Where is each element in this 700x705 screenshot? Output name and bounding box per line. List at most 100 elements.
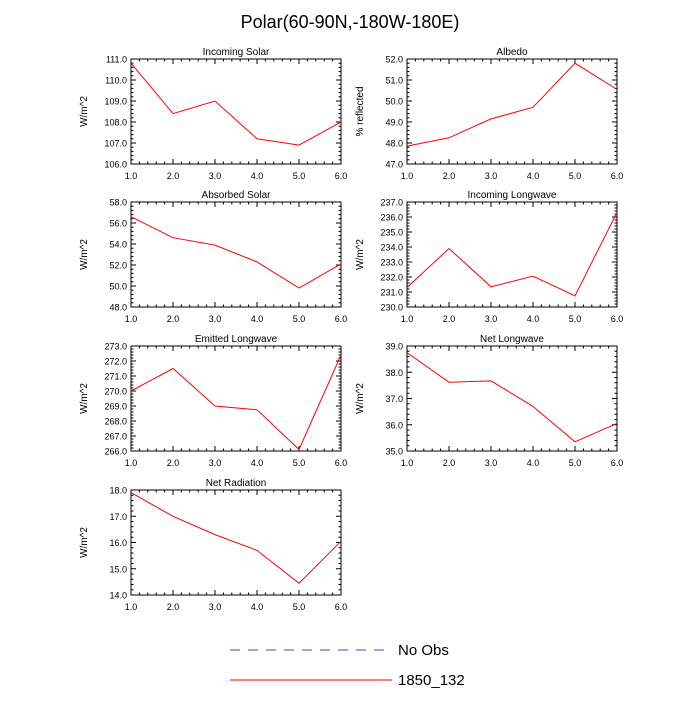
y-tick-label: 107.0 (104, 139, 127, 149)
y-tick-label: 48.0 (109, 303, 127, 313)
x-tick-label: 3.0 (485, 458, 498, 468)
x-tick-label: 3.0 (485, 171, 498, 181)
y-tick-label: 233.0 (380, 258, 403, 268)
x-tick-label: 5.0 (569, 171, 582, 181)
y-tick-label: 269.0 (104, 402, 127, 412)
x-tick-label: 3.0 (209, 314, 222, 324)
panel-net-radiation: Net Radiation W/m^2 1.0 2.0 3.0 4.0 5.0 6.0 14.0… (79, 478, 347, 612)
y-tick-label: 47.0 (385, 160, 403, 170)
y-tick-label: 18.0 (109, 486, 127, 496)
series-line-net-radiation (130, 492, 342, 584)
x-tick-label: 2.0 (443, 314, 456, 324)
x-tick-label: 6.0 (335, 314, 348, 324)
panel-frame-incoming-solar (130, 58, 342, 165)
panel-title-incoming-longwave: Incoming Longwave (468, 190, 557, 201)
panel-incoming-longwave: Incoming Longwave W/m^2 1.0 2.0 3.0 4.0 5.0 6.0… (355, 190, 623, 324)
x-tick-label: 6.0 (611, 458, 624, 468)
x-tick-label: 5.0 (569, 314, 582, 324)
x-tick-label: 6.0 (611, 314, 624, 324)
y-tick-label: 52.0 (109, 261, 127, 271)
y-tick-label: 230.0 (380, 303, 403, 313)
y-tick-label: 273.0 (104, 342, 127, 352)
panel-ylabel-albedo: % reflected (355, 86, 366, 136)
y-tick-label: 14.0 (109, 591, 127, 601)
panel-ylabel-incoming-solar: W/m^2 (79, 96, 90, 127)
y-tick-label: 15.0 (109, 564, 127, 574)
y-tick-label: 35.0 (385, 447, 403, 457)
y-tick-label: 16.0 (109, 538, 127, 548)
panel-title-net-radiation: Net Radiation (206, 478, 267, 489)
y-tick-label: 39.0 (385, 342, 403, 352)
x-tick-label: 3.0 (209, 458, 222, 468)
x-tick-label: 4.0 (527, 458, 540, 468)
panel-emitted-longwave: Emitted Longwave W/m^2 1.0 2.0 3.0 4.0 5.0 6.0 2… (79, 334, 347, 468)
x-tick-label: 3.0 (209, 171, 222, 181)
x-tick-label: 4.0 (251, 458, 264, 468)
y-tick-label: 52.0 (385, 55, 403, 65)
y-tick-label: 49.0 (385, 118, 403, 128)
x-tick-label: 3.0 (209, 602, 222, 612)
x-tick-label: 4.0 (251, 314, 264, 324)
legend: No Obs 1850_132 (230, 642, 465, 689)
panel-title-absorbed-solar: Absorbed Solar (202, 190, 272, 201)
x-tick-label: 5.0 (293, 458, 306, 468)
x-tick-label: 6.0 (611, 171, 624, 181)
x-tick-label: 5.0 (293, 602, 306, 612)
legend-label-no-obs: No Obs (398, 642, 449, 659)
x-tick-label: 2.0 (443, 171, 456, 181)
series-line-albedo (406, 62, 618, 147)
x-tick-label: 6.0 (335, 602, 348, 612)
y-tick-label: 108.0 (104, 118, 127, 128)
x-tick-label: 1.0 (401, 458, 414, 468)
panel-frame-albedo (406, 58, 618, 165)
x-tick-label: 2.0 (167, 602, 180, 612)
panel-albedo: Albedo % reflected 1.0 2.0 3.0 4.0 5.0 6.0 47.0 4… (355, 47, 623, 181)
x-tick-label: 5.0 (569, 458, 582, 468)
panel-incoming-solar: Incoming Solar W/m^2 1.0 2.0 3.0 4.0 5.0 6.0 106… (79, 47, 347, 181)
y-tick-label: 106.0 (104, 160, 127, 170)
x-tick-label: 2.0 (167, 171, 180, 181)
y-tick-label: 235.0 (380, 228, 403, 238)
x-tick-label: 1.0 (125, 602, 138, 612)
y-tick-label: 56.0 (109, 219, 127, 229)
y-tick-label: 109.0 (104, 97, 127, 107)
x-tick-label: 2.0 (167, 314, 180, 324)
x-tick-label: 4.0 (251, 171, 264, 181)
y-tick-label: 17.0 (109, 512, 127, 522)
panel-title-emitted-longwave: Emitted Longwave (195, 334, 278, 345)
y-tick-label: 50.0 (385, 97, 403, 107)
x-tick-label: 2.0 (443, 458, 456, 468)
x-tick-label: 4.0 (527, 171, 540, 181)
panel-frame-emitted-longwave (130, 345, 342, 452)
panel-ylabel-net-longwave: W/m^2 (355, 383, 366, 414)
x-tick-label: 4.0 (527, 314, 540, 324)
panel-frame-absorbed-solar (130, 201, 342, 308)
x-tick-label: 2.0 (167, 458, 180, 468)
panel-frame-incoming-longwave (406, 201, 618, 308)
x-tick-label: 5.0 (293, 171, 306, 181)
x-tick-label: 4.0 (251, 602, 264, 612)
panel-title-albedo: Albedo (496, 47, 528, 58)
y-tick-label: 110.0 (105, 76, 127, 86)
series-line-emitted-longwave (130, 354, 342, 451)
panel-ylabel-absorbed-solar: W/m^2 (79, 239, 90, 270)
y-tick-label: 237.0 (380, 198, 403, 208)
y-tick-label: 36.0 (385, 420, 403, 430)
x-tick-label: 1.0 (401, 171, 414, 181)
panel-title-incoming-solar: Incoming Solar (203, 47, 270, 58)
y-tick-label: 50.0 (109, 282, 127, 292)
y-tick-label: 38.0 (385, 368, 403, 378)
panel-frame-net-longwave (406, 345, 618, 452)
figure-title: Polar(60-90N,-180W-180E) (241, 12, 460, 32)
x-tick-label: 1.0 (125, 458, 138, 468)
y-tick-label: 234.0 (380, 243, 403, 253)
y-tick-label: 37.0 (385, 394, 403, 404)
legend-label-1850-132: 1850_132 (398, 672, 465, 689)
panel-title-net-longwave: Net Longwave (480, 334, 544, 345)
y-tick-label: 58.0 (109, 198, 127, 208)
panel-ylabel-emitted-longwave: W/m^2 (79, 383, 90, 414)
y-tick-label: 231.0 (380, 288, 403, 298)
x-tick-label: 1.0 (125, 171, 138, 181)
